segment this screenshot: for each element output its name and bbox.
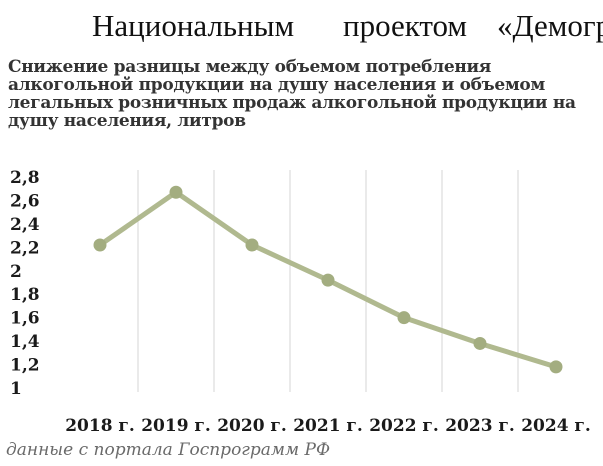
source-note: данные с портала Госпрограмм РФ [6,440,331,460]
document-word: «Демогр [497,8,603,43]
document-text-line: Национальным проектом «Демогр [0,0,603,48]
x-category-label: 2021 г. [293,416,363,436]
y-tick-label: 1 [10,379,22,399]
data-point [397,311,411,325]
chart-title: Снижение разницы между объемом потреблен… [8,57,576,131]
y-tick-label: 2,8 [10,168,40,188]
x-category-label: 2023 г. [445,416,515,436]
x-axis-categories: 2018 г. 2019 г. 2020 г. 2021 г. 2022 г. 2023 … [65,416,591,436]
x-category-label: 2024 г. [521,416,591,436]
x-category-label: 2018 г. [65,416,135,436]
data-point [321,273,335,287]
data-point [169,185,183,199]
y-tick-label: 1,6 [10,309,40,329]
y-tick-label: 2,2 [10,238,40,258]
y-tick-label: 2 [10,262,22,282]
data-point [245,238,259,252]
y-tick-label: 1,4 [10,332,40,352]
series [93,185,563,374]
x-category-label: 2019 г. [141,416,211,436]
document-word: Национальным [92,8,295,43]
y-tick-label: 1,2 [10,356,40,376]
y-tick-label: 2,4 [10,215,40,235]
grid-lines [137,170,519,392]
x-category-label: 2020 г. [217,416,287,436]
y-tick-label: 2,6 [10,191,40,211]
document-word: проектом [343,8,468,43]
y-tick-label: 1,8 [10,285,40,305]
y-axis-ticks: 1 1,2 1,4 1,6 1,8 2 2,2 2,4 2,6 2,8 [10,168,40,399]
data-point [473,336,487,350]
data-point [549,360,563,374]
x-category-label: 2022 г. [369,416,439,436]
line-chart: 1 1,2 1,4 1,6 1,8 2 2,2 2,4 2,6 2,8 2018 г. 2019 г… [10,168,591,436]
data-point [93,238,107,252]
